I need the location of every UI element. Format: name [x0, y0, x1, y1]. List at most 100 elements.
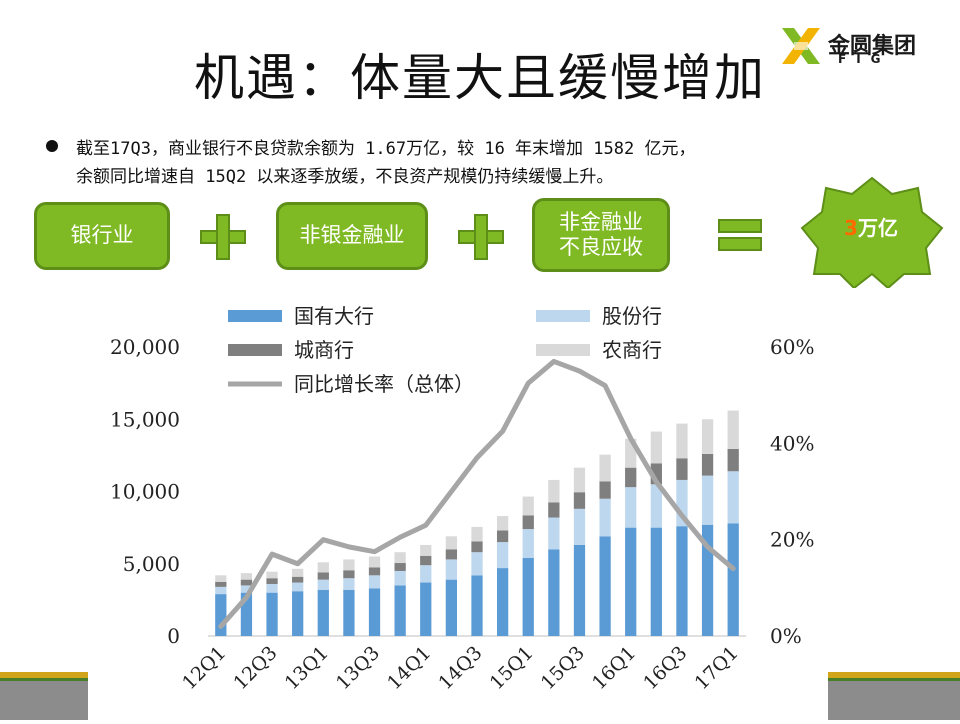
bar-segment — [599, 481, 611, 499]
bar-segment — [727, 471, 739, 524]
bar-segment — [496, 542, 509, 569]
x-tick-label: 17Q1 — [691, 642, 743, 694]
bar-segment — [701, 419, 714, 454]
bar-segment — [471, 526, 483, 542]
bar-segment — [573, 467, 586, 493]
x-tick-label: 14Q1 — [383, 642, 435, 694]
bar-segment — [445, 559, 458, 580]
growth-point — [219, 624, 223, 628]
bar-segment — [496, 530, 509, 543]
x-tick-label: 12Q1 — [178, 642, 230, 694]
bar-segment — [420, 582, 432, 636]
bar-segment — [548, 517, 560, 550]
result-value: 3万亿 — [808, 212, 934, 241]
bar-segment — [573, 508, 586, 545]
x-tick-label: 13Q3 — [332, 642, 384, 694]
bar-segment — [317, 562, 329, 573]
bar-segment — [650, 527, 662, 636]
bar-segment — [676, 526, 688, 636]
bar-segment — [215, 575, 227, 582]
growth-point — [577, 369, 581, 373]
bar-segment — [676, 458, 688, 480]
box3-line1: 非金融业 — [559, 209, 643, 234]
bar-segment — [701, 524, 714, 636]
bar-segment — [650, 484, 662, 528]
y-left-tick-label: 10,000 — [110, 480, 180, 504]
legend-label: 股份行 — [602, 304, 662, 328]
bar-segment — [394, 563, 406, 571]
bar-segment — [625, 467, 637, 488]
growth-line — [218, 358, 736, 629]
growth-point — [501, 429, 505, 433]
bar-segment — [625, 487, 637, 528]
bar-segment — [343, 589, 355, 636]
bar-segment — [420, 565, 432, 583]
bar-segment — [368, 556, 381, 568]
bar-segment — [292, 582, 304, 592]
bar-segment — [368, 575, 381, 589]
bar-segment — [394, 585, 406, 636]
growth-point — [680, 514, 684, 518]
box-non-finance-receivables: 非金融业 不良应收 — [532, 198, 670, 272]
bar-segment — [215, 586, 227, 595]
legend-swatch — [536, 344, 590, 356]
bar-segment — [727, 410, 739, 449]
legend-label: 同比增长率（总体） — [294, 372, 474, 396]
legend-swatch — [228, 344, 282, 356]
legend-swatch — [228, 310, 282, 322]
bar-segment — [215, 581, 227, 587]
company-logo: 金圆集团 FIG — [778, 24, 928, 68]
bar-segment — [292, 576, 304, 583]
y-right-tick-label: 0% — [770, 624, 802, 648]
growth-point — [603, 384, 607, 388]
bar-segment — [701, 453, 714, 476]
bar-segment — [471, 575, 483, 636]
bar-segment — [240, 592, 253, 636]
bar-segment — [727, 448, 739, 472]
legend-swatch — [536, 310, 590, 322]
bar-segment — [420, 555, 432, 566]
bar-segment — [676, 423, 688, 459]
growth-point — [629, 437, 633, 441]
x-tick-label: 16Q3 — [639, 642, 691, 694]
bar-segment — [266, 592, 278, 636]
page-title: 机遇：体量大且缓慢增加 — [194, 49, 766, 107]
bar-segment — [317, 572, 329, 580]
box-banking: 银行业 — [34, 202, 170, 270]
result-unit: 万亿 — [857, 216, 898, 240]
equals-icon-bottom — [718, 237, 762, 251]
box3-line2: 不良应收 — [559, 235, 643, 259]
bar-segment — [317, 589, 329, 636]
box-non-bank-finance: 非银金融业 — [276, 202, 428, 270]
bar-segment — [522, 529, 534, 558]
chart-panel: 国有大行 股份行 城商行 农商行 同比增长率（总体） 0 5,000 10,000 15,00… — [88, 290, 828, 720]
legend-label: 农商行 — [602, 338, 662, 362]
bar-segment — [522, 515, 534, 530]
bar-segment — [650, 463, 662, 485]
bar-segment — [445, 549, 458, 560]
bar-segment — [650, 431, 662, 464]
x-tick-label: 15Q1 — [486, 642, 538, 694]
bar-segment — [292, 591, 304, 636]
bar-segment — [496, 568, 509, 636]
bullet-icon — [46, 140, 58, 152]
bar-segment — [343, 559, 355, 571]
bullet-line-2: 余额同比增速自 15Q2 以来逐季放缓，不良资产规模仍持续缓慢上升。 — [76, 167, 614, 187]
bar-segment — [573, 544, 586, 636]
bar-segment — [240, 573, 253, 580]
bar-segment — [215, 594, 227, 636]
y-right-tick-label: 40% — [770, 431, 814, 455]
bar-segment — [343, 570, 355, 579]
bar-segment — [240, 585, 253, 593]
bar-segment — [676, 479, 688, 527]
x-tick-label: 14Q3 — [434, 642, 486, 694]
x-tick-label: 13Q1 — [281, 642, 333, 694]
bar-segment — [548, 502, 560, 518]
bar-segment — [317, 579, 329, 590]
growth-point — [398, 535, 402, 539]
y-right-tick-label: 20% — [770, 528, 814, 552]
y-left-tick-label: 20,000 — [110, 335, 180, 359]
bar-segment — [368, 567, 381, 576]
result-number: 3 — [844, 216, 858, 240]
y-left-tick-label: 5,000 — [123, 552, 180, 576]
